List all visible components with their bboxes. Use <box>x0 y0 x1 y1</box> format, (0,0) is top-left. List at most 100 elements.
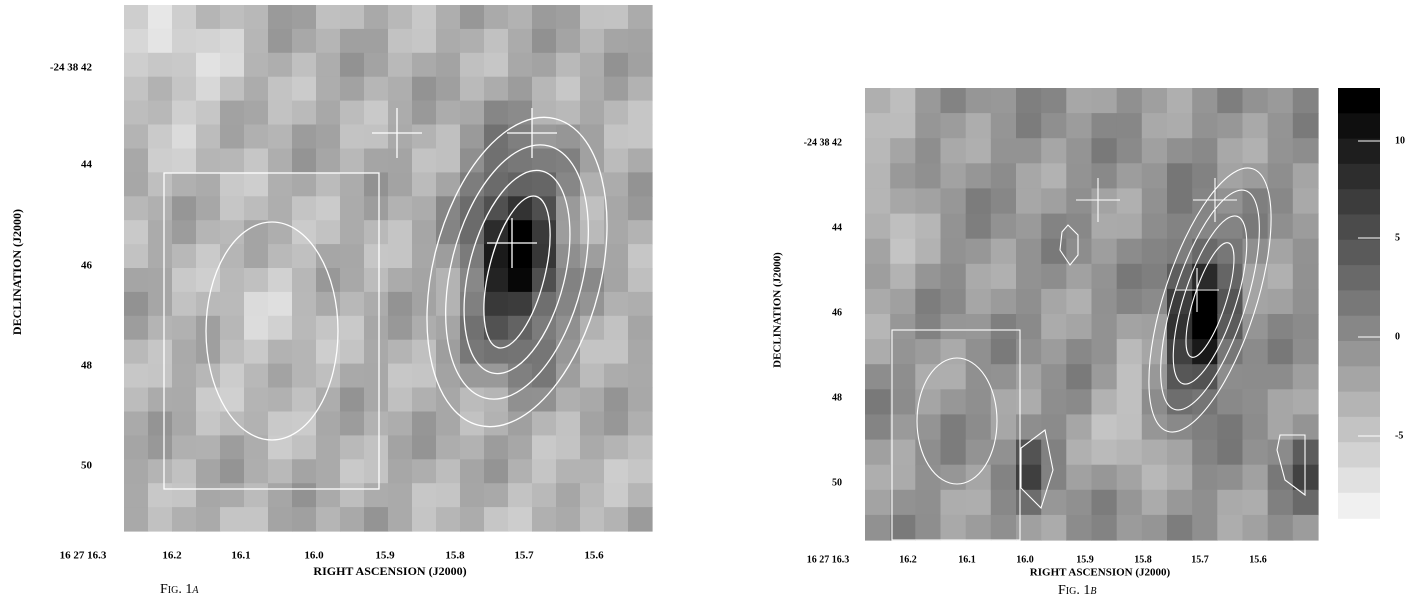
pixel <box>990 263 1017 290</box>
pixel <box>460 244 485 269</box>
pixel <box>1167 238 1193 265</box>
pixel <box>1116 213 1143 240</box>
pixel <box>604 387 629 412</box>
contour <box>1059 224 1079 266</box>
pixel <box>196 507 221 532</box>
pixel <box>340 52 365 78</box>
pixel <box>340 28 365 54</box>
pixel <box>940 489 967 516</box>
pixel <box>890 113 916 139</box>
pixel <box>965 288 992 315</box>
pixel <box>436 124 461 149</box>
pixel <box>865 238 891 265</box>
pixel <box>628 244 653 269</box>
pixel <box>148 244 173 269</box>
pixel <box>915 88 942 114</box>
pixel <box>890 364 916 390</box>
pixel <box>1192 138 1218 164</box>
pixel <box>1242 88 1269 114</box>
pixel <box>915 339 942 365</box>
pixel <box>915 138 942 164</box>
pixel <box>244 363 269 389</box>
pixel <box>965 263 992 290</box>
pixel <box>340 435 365 460</box>
pixel <box>1116 263 1143 290</box>
pixel <box>990 464 1017 491</box>
pixel <box>508 291 533 317</box>
pixel <box>364 220 389 245</box>
pixel <box>364 483 389 508</box>
crosses <box>1076 178 1237 312</box>
pixel <box>340 315 365 341</box>
pixel <box>1167 464 1193 491</box>
pixel <box>484 411 509 436</box>
pixel <box>364 172 389 197</box>
pixel <box>148 483 173 508</box>
x-tick-label: 15.9 <box>1076 554 1094 565</box>
colorbar-step <box>1338 492 1380 519</box>
pixel <box>148 268 173 293</box>
pixel <box>244 148 269 173</box>
pixel <box>220 172 245 197</box>
pixel <box>316 363 341 389</box>
pixel <box>556 507 581 532</box>
pixel <box>196 124 221 149</box>
pixel <box>1091 213 1118 240</box>
pixel <box>412 76 437 102</box>
pixel <box>915 314 942 340</box>
pixel <box>915 188 942 215</box>
pixel <box>1267 213 1294 240</box>
pixel <box>364 339 389 365</box>
pixel <box>364 148 389 173</box>
pixel <box>484 5 509 30</box>
pixel <box>940 439 967 466</box>
pixel <box>388 172 413 197</box>
pixel <box>890 389 916 415</box>
pixel <box>865 88 891 114</box>
pixel <box>460 435 485 460</box>
box <box>163 172 380 490</box>
pixel <box>990 238 1017 265</box>
pixel <box>1292 389 1319 415</box>
pixel <box>1091 389 1118 415</box>
pixel <box>340 411 365 436</box>
image-panel-a <box>124 5 653 532</box>
pixel <box>268 172 293 197</box>
y-tick-label: 46 <box>832 307 842 318</box>
colorbar-label: 5 <box>1395 232 1400 243</box>
pixel <box>532 220 557 245</box>
pixel <box>1141 514 1168 541</box>
pixel <box>508 76 533 102</box>
pixel <box>484 28 509 54</box>
pixel <box>220 435 245 460</box>
pixel <box>340 76 365 102</box>
pixel <box>865 213 891 240</box>
pixel <box>292 76 317 102</box>
pixel <box>604 5 629 30</box>
pixel <box>196 196 221 221</box>
pixel <box>1091 263 1118 290</box>
pixel <box>915 489 942 516</box>
pixel <box>268 5 293 30</box>
pixel <box>484 52 509 78</box>
pixel <box>940 88 967 114</box>
pixel <box>1116 314 1143 340</box>
pixel <box>364 244 389 269</box>
pixel <box>412 435 437 460</box>
pixel <box>508 507 533 532</box>
colorbar-step <box>1338 442 1380 469</box>
pixel <box>628 411 653 436</box>
pixel <box>124 76 149 102</box>
pixel <box>532 387 557 412</box>
pixel <box>340 363 365 389</box>
colorbar-step <box>1338 163 1380 190</box>
pixel <box>508 411 533 436</box>
pixel <box>1292 514 1319 541</box>
pixel <box>484 100 509 126</box>
pixel <box>965 213 992 240</box>
pixel <box>484 459 509 484</box>
pixel <box>172 363 197 389</box>
pixel <box>220 411 245 436</box>
pixel <box>1267 113 1294 139</box>
pixel <box>532 28 557 54</box>
